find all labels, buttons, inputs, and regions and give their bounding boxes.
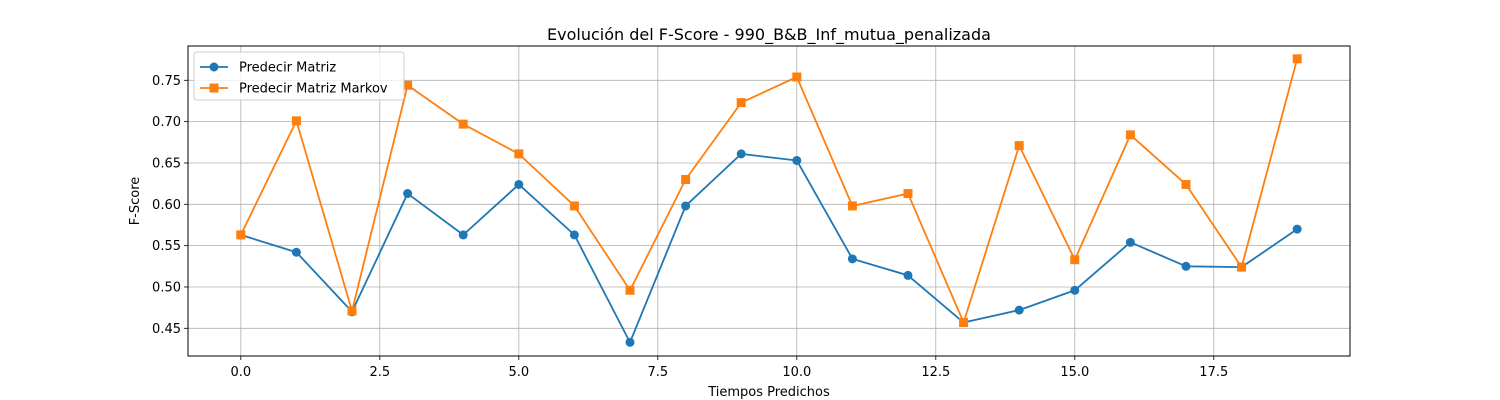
data-point: [1181, 261, 1191, 271]
legend-marker: [209, 83, 219, 93]
plot-frame: [187, 45, 1351, 357]
data-point: [792, 72, 802, 82]
data-point: [847, 254, 857, 264]
data-point: [1070, 285, 1080, 295]
legend-marker: [209, 62, 219, 72]
y-tick-label: 0.55: [152, 239, 181, 254]
x-tick-label: 15.0: [1060, 365, 1089, 380]
x-tick-label: 0.0: [230, 365, 251, 380]
data-point: [903, 270, 913, 280]
data-point: [236, 230, 246, 240]
series-2: [236, 54, 1302, 328]
data-point: [347, 306, 357, 316]
data-point: [792, 155, 802, 165]
y-axis-label: F-Score: [128, 177, 143, 226]
data-point: [514, 149, 524, 159]
chart-title: Evolución del F-Score - 990_B&B_Inf_mutu…: [547, 25, 991, 45]
data-point: [403, 189, 413, 199]
y-tick-label: 0.75: [152, 74, 181, 89]
data-point: [903, 189, 913, 199]
data-point: [625, 337, 635, 347]
data-point: [959, 318, 969, 328]
legend-label: Predecir Matriz: [239, 61, 336, 76]
ticks: 0.0 2.5 5.0 7.5 10.0 12.5 15.0 17.5 0.45 0.50 0.55…: [152, 74, 1228, 380]
series-line: [240, 152, 1298, 344]
y-tick-label: 0.65: [152, 156, 181, 171]
data-point: [736, 149, 746, 159]
data-point: [1014, 305, 1024, 315]
data-point: [569, 201, 579, 211]
series-layer: [236, 54, 1302, 347]
series-line: [240, 58, 1299, 324]
data-point: [291, 247, 301, 257]
data-point: [736, 98, 746, 108]
data-point: [1014, 141, 1024, 151]
data-point: [291, 116, 301, 126]
data-point: [1125, 130, 1135, 140]
x-tick-label: 2.5: [369, 365, 390, 380]
grid: [188, 46, 1350, 356]
data-point: [1181, 179, 1191, 189]
x-tick-label: 17.5: [1199, 365, 1228, 380]
y-tick-label: 0.60: [152, 198, 181, 213]
x-tick-label: 10.0: [782, 365, 811, 380]
data-point: [1292, 54, 1302, 64]
data-point: [1237, 262, 1247, 272]
legend: Predecir Matriz Predecir Matriz Markov: [193, 51, 405, 101]
data-point: [847, 201, 857, 211]
data-point: [625, 285, 635, 295]
x-tick-label: 12.5: [921, 365, 950, 380]
data-point: [1070, 255, 1080, 265]
data-point: [681, 175, 691, 185]
x-tick-label: 7.5: [647, 365, 668, 380]
data-point: [458, 230, 468, 240]
y-tick-label: 0.45: [152, 322, 181, 337]
data-point: [458, 119, 468, 129]
data-point: [403, 80, 413, 90]
y-tick-label: 0.70: [152, 115, 181, 130]
x-tick-label: 5.0: [508, 365, 529, 380]
y-tick-label: 0.50: [152, 280, 181, 295]
legend-label: Predecir Matriz Markov: [239, 82, 388, 97]
legend-box: [193, 51, 405, 101]
data-point: [569, 230, 579, 240]
data-point: [1292, 224, 1302, 234]
data-point: [681, 201, 691, 211]
x-axis-label: Tiempos Predichos: [707, 385, 830, 400]
data-point: [1125, 237, 1135, 247]
data-point: [514, 179, 524, 189]
